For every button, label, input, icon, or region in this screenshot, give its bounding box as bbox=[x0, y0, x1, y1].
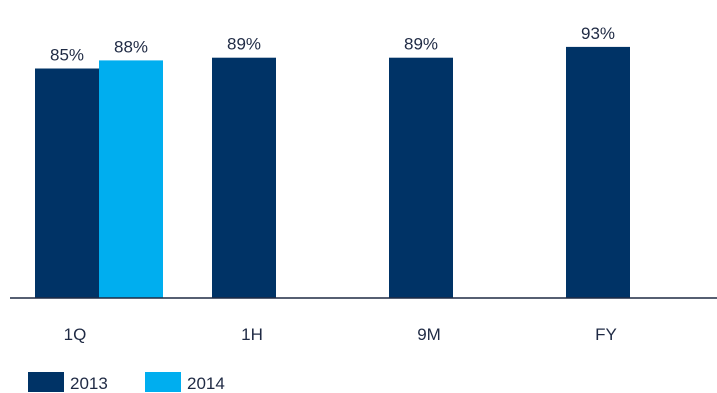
value-label-9m-2013: 89% bbox=[404, 35, 438, 54]
value-label-1q-2013: 85% bbox=[50, 46, 84, 65]
bar-9m-2013 bbox=[389, 57, 453, 299]
bars-group bbox=[35, 46, 630, 299]
bar-1q-2013 bbox=[35, 68, 99, 298]
bar-1h-2013 bbox=[212, 57, 276, 299]
value-label-1q-2014: 88% bbox=[114, 37, 148, 56]
x-tick-label-1q: 1Q bbox=[64, 325, 87, 344]
value-labels-group: 85% 88% 89% 89% 93% bbox=[50, 24, 615, 65]
legend: 2013 2014 bbox=[28, 372, 225, 393]
bar-fy-2013 bbox=[566, 46, 630, 299]
x-tick-label-1h: 1H bbox=[241, 325, 263, 344]
legend-label-2014: 2014 bbox=[187, 374, 225, 393]
legend-swatch-2014 bbox=[145, 372, 181, 392]
x-tick-labels-group: 1Q 1H 9M FY bbox=[64, 325, 617, 344]
legend-label-2013: 2013 bbox=[70, 374, 108, 393]
x-tick-label-9m: 9M bbox=[417, 325, 441, 344]
legend-swatch-2013 bbox=[28, 372, 64, 392]
bar-1q-2014 bbox=[99, 60, 163, 299]
x-tick-label-fy: FY bbox=[595, 325, 617, 344]
value-label-1h-2013: 89% bbox=[227, 35, 261, 54]
value-label-fy-2013: 93% bbox=[581, 24, 615, 43]
